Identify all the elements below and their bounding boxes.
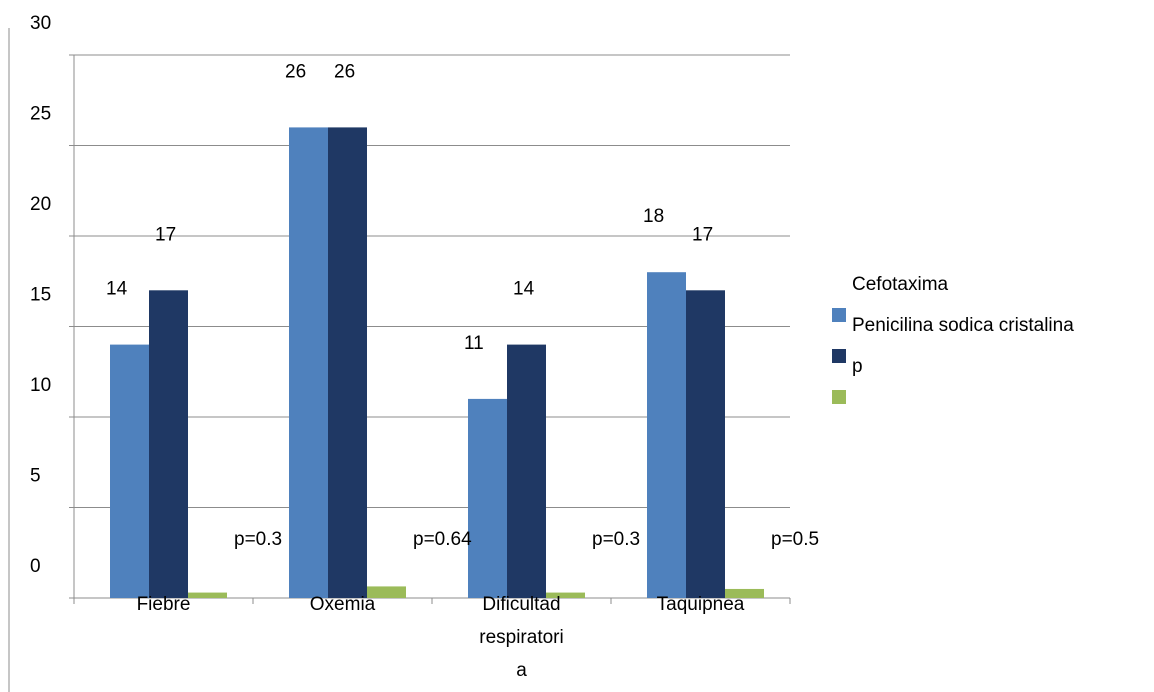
data-label: 11 — [464, 333, 484, 354]
data-label: 14 — [106, 279, 128, 300]
bar — [149, 290, 188, 598]
bar — [110, 344, 149, 598]
bar — [188, 592, 227, 598]
legend-swatch — [832, 349, 846, 363]
y-tick-label: 0 — [30, 556, 41, 577]
data-label: p=0.3 — [234, 529, 282, 550]
bar — [647, 272, 686, 598]
y-tick-labels: 0 5 10 15 20 25 30 — [30, 13, 51, 577]
legend: Cefotaxima Penicilina sodica cristalina p — [832, 274, 1074, 404]
bar — [546, 592, 585, 598]
legend-label: Cefotaxima — [852, 274, 949, 295]
data-label: 17 — [155, 224, 176, 245]
y-tick-label: 15 — [30, 285, 51, 306]
data-label: p=0.3 — [592, 529, 640, 550]
x-tick-labels: Fiebre Oxemia Dificultad respiratori a Taquip… — [137, 594, 745, 681]
bar — [468, 398, 507, 598]
bar — [725, 588, 764, 598]
data-label: p=0.5 — [771, 529, 819, 550]
data-label: 14 — [513, 279, 535, 300]
data-labels: 14 26 11 18 17 26 14 17 p=0.3 p=0.64 p=0.3 p=0.5 — [106, 61, 819, 550]
y-tick-label: 30 — [30, 13, 51, 34]
data-label: p=0.64 — [413, 529, 472, 550]
x-tick-label: Taquipnea — [657, 594, 745, 615]
x-tick-label: Dificultad — [482, 594, 560, 615]
x-tick-label: Fiebre — [137, 594, 191, 615]
y-tick-label: 20 — [30, 194, 51, 215]
x-tick-label: Oxemia — [310, 594, 376, 615]
data-label: 17 — [692, 224, 713, 245]
y-tick-label: 5 — [30, 466, 41, 487]
bar — [289, 127, 328, 599]
legend-label: Penicilina sodica cristalina — [852, 315, 1074, 336]
y-tick-label: 25 — [30, 104, 51, 125]
bar — [328, 127, 367, 599]
legend-label: p — [852, 356, 863, 377]
bar — [507, 344, 546, 598]
data-label: 18 — [643, 206, 664, 227]
bars — [110, 127, 764, 599]
data-label: 26 — [334, 61, 355, 82]
x-tick-label: a — [516, 660, 527, 681]
y-tick-label: 10 — [30, 375, 51, 396]
x-tick-label: respiratori — [479, 627, 563, 648]
legend-swatch — [832, 308, 846, 322]
legend-swatch — [832, 390, 846, 404]
bar — [686, 290, 725, 598]
bar — [367, 586, 406, 598]
data-label: 26 — [285, 61, 306, 82]
